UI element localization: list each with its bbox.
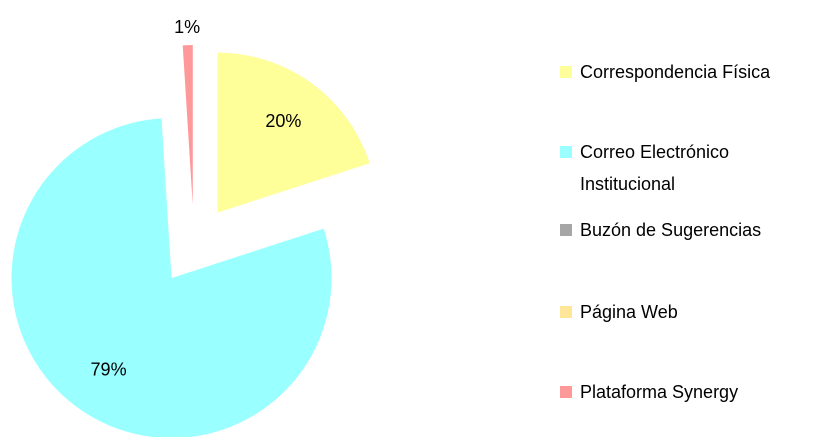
legend-entry: Correo Electrónico Institucional: [560, 136, 822, 200]
data-label: 79%: [91, 359, 127, 379]
legend-swatch: [560, 224, 572, 236]
legend-entry: Plataforma Synergy: [560, 376, 822, 408]
legend-swatch: [560, 66, 572, 78]
data-label: 1%: [174, 17, 200, 37]
legend-label: Plataforma Synergy: [580, 382, 739, 402]
legend-swatch: [560, 146, 572, 158]
legend-entry: Página Web: [560, 296, 822, 328]
legend-label: Correspondencia Física: [580, 62, 771, 82]
pie-slice: [217, 52, 370, 213]
legend-label: Buzón de Sugerencias: [580, 220, 762, 240]
legend-entry: Buzón de Sugerencias: [560, 214, 822, 246]
legend-label: Página Web: [580, 302, 678, 322]
legend-swatch: [560, 386, 572, 398]
pie-slice: [182, 45, 193, 206]
legend-swatch: [560, 306, 572, 318]
legend-label: Correo Electrónico Institucional: [580, 142, 730, 194]
data-label: 20%: [265, 111, 301, 131]
legend-entry: Correspondencia Física: [560, 56, 822, 88]
pie-slice: [11, 118, 332, 437]
